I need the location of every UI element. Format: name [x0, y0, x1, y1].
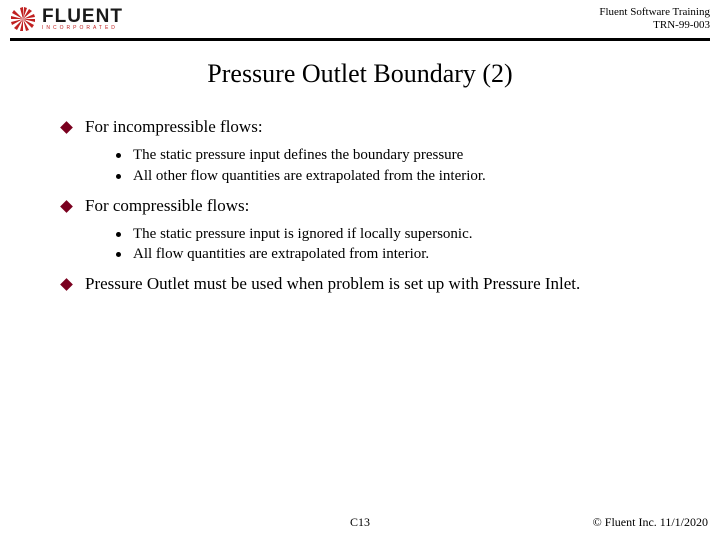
logo: FLUENT INCORPORATED	[10, 6, 123, 32]
bullet-3-text: Pressure Outlet must be used when proble…	[85, 274, 580, 294]
footer: C13 © Fluent Inc. 11/1/2020	[0, 515, 720, 530]
logo-text: FLUENT	[42, 7, 123, 26]
page-number: C13	[350, 515, 370, 530]
bullet-1-text: For incompressible flows:	[85, 117, 263, 137]
dot-icon	[116, 232, 121, 237]
page-title: Pressure Outlet Boundary (2)	[0, 59, 720, 89]
sunburst-icon	[10, 6, 36, 32]
content: For incompressible flows: The static pre…	[0, 89, 720, 294]
dot-icon	[116, 153, 121, 158]
dot-icon	[116, 252, 121, 257]
bullet-1-2: All other flow quantities are extrapolat…	[116, 166, 680, 186]
header-right: Fluent Software Training TRN-99-003	[599, 6, 710, 32]
header: FLUENT INCORPORATED Fluent Software Trai…	[0, 0, 720, 36]
bullet-2-text: For compressible flows:	[85, 196, 249, 216]
bullet-2-2: All flow quantities are extrapolated fro…	[116, 244, 680, 264]
diamond-icon	[60, 279, 73, 292]
bullet-1-2-text: All other flow quantities are extrapolat…	[133, 166, 486, 186]
bullet-3: Pressure Outlet must be used when proble…	[62, 274, 680, 294]
diamond-icon	[60, 200, 73, 213]
bullet-1: For incompressible flows:	[62, 117, 680, 137]
header-rule	[10, 38, 710, 41]
bullet-1-1: The static pressure input defines the bo…	[116, 145, 680, 165]
bullet-2-1-text: The static pressure input is ignored if …	[133, 224, 473, 244]
bullet-1-1-text: The static pressure input defines the bo…	[133, 145, 463, 165]
training-label: Fluent Software Training	[599, 6, 710, 19]
logo-subtext: INCORPORATED	[42, 26, 123, 31]
diamond-icon	[60, 122, 73, 135]
doc-id: TRN-99-003	[599, 19, 710, 32]
bullet-2-1: The static pressure input is ignored if …	[116, 224, 680, 244]
bullet-2: For compressible flows:	[62, 196, 680, 216]
copyright: © Fluent Inc. 11/1/2020	[593, 515, 708, 530]
dot-icon	[116, 174, 121, 179]
bullet-2-2-text: All flow quantities are extrapolated fro…	[133, 244, 429, 264]
